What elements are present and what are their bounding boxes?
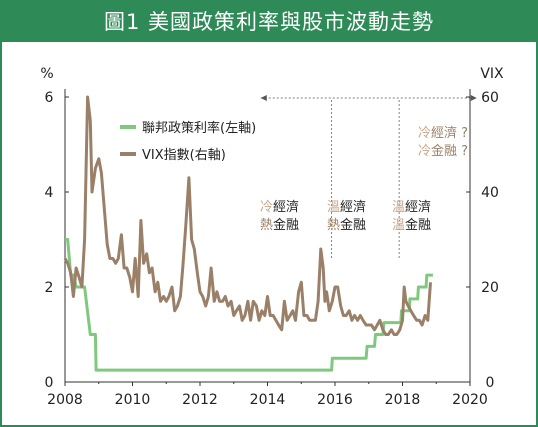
- right-tick-label: 20: [481, 280, 499, 296]
- chart-title: 圖1 美國政策利率與股市波動走勢: [2, 2, 536, 42]
- period-arrow-left: [260, 95, 267, 101]
- annotation-text: 熱金融: [327, 217, 366, 233]
- period-arrow-right: [470, 95, 477, 101]
- annotation-text: 冷經濟: [260, 199, 299, 215]
- x-tick-label: 2018: [385, 392, 421, 408]
- right-tick-label: 0: [486, 375, 495, 391]
- annotation-text: 溫金融: [392, 217, 431, 233]
- x-tick-label: 2008: [47, 392, 83, 408]
- right-tick-label: 60: [481, 90, 499, 106]
- x-tick-label: 2016: [317, 392, 353, 408]
- left-tick-label: 2: [45, 280, 54, 296]
- x-tick-label: 2014: [250, 392, 286, 408]
- annotation-text: 冷金融 ?: [418, 143, 468, 159]
- left-tick-label: 4: [45, 185, 54, 201]
- vix-line: [63, 95, 432, 336]
- right-tick-label: 40: [481, 185, 499, 201]
- left-tick-label: 6: [45, 90, 54, 106]
- fed-rate-line: [65, 238, 433, 372]
- left-axis-unit: %: [40, 66, 53, 82]
- right-axis-unit: VIX: [480, 66, 504, 82]
- x-tick-label: 2010: [115, 392, 151, 408]
- left-tick-label: 0: [45, 375, 54, 391]
- x-tick-label: 2020: [452, 392, 488, 408]
- annotation-text: 冷經濟 ?: [418, 125, 468, 141]
- annotation-text: 溫經濟: [392, 199, 431, 215]
- annotation-text: 溫經濟: [327, 199, 366, 215]
- legend-label: 聯邦政策利率(左軸): [142, 120, 256, 136]
- x-tick-label: 2012: [182, 392, 218, 408]
- annotation-text: 熱金融: [260, 217, 299, 233]
- legend-label: VIX指數(右軸): [142, 148, 226, 163]
